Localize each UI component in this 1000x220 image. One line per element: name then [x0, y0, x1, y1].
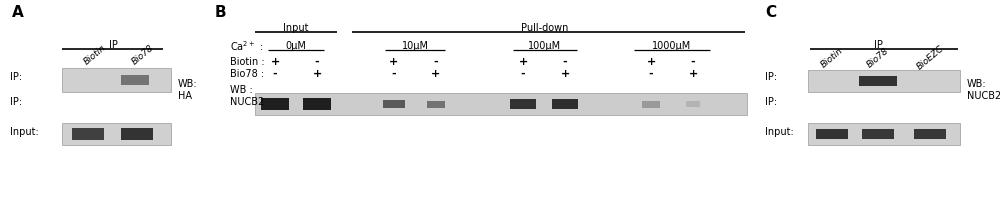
- Bar: [427, 101, 445, 108]
- Text: C: C: [765, 4, 776, 20]
- Bar: [77, 76, 99, 84]
- Text: Pull-down: Pull-down: [521, 23, 569, 33]
- Text: Biotin :: Biotin :: [230, 57, 265, 67]
- Bar: [552, 99, 578, 109]
- Text: -: -: [392, 69, 396, 79]
- Bar: [859, 76, 897, 86]
- Text: IP:: IP:: [10, 97, 22, 107]
- Text: NUCB2: NUCB2: [967, 91, 1000, 101]
- Text: +: +: [312, 69, 322, 79]
- Bar: [261, 98, 289, 110]
- Bar: [510, 99, 536, 109]
- Text: HA: HA: [178, 91, 192, 101]
- Text: -: -: [521, 69, 525, 79]
- Text: +: +: [431, 69, 441, 79]
- Text: -: -: [691, 57, 695, 67]
- Text: BioEZC: BioEZC: [915, 44, 945, 72]
- Text: IP: IP: [109, 40, 117, 50]
- Bar: [642, 101, 660, 108]
- Bar: [808, 70, 960, 92]
- Bar: [816, 129, 848, 139]
- Text: IP:: IP:: [765, 72, 777, 82]
- Text: 100μM: 100μM: [528, 41, 562, 51]
- Text: Bio78 :: Bio78 :: [230, 69, 264, 79]
- Text: WB:: WB:: [178, 79, 198, 89]
- Text: 0μM: 0μM: [286, 41, 306, 51]
- Text: +: +: [688, 69, 698, 79]
- Bar: [121, 128, 153, 140]
- Text: +: +: [646, 57, 656, 67]
- Text: B: B: [215, 4, 227, 20]
- Text: +: +: [270, 57, 280, 67]
- Bar: [62, 123, 171, 145]
- Text: -: -: [649, 69, 653, 79]
- Text: -: -: [434, 57, 438, 67]
- Bar: [62, 68, 171, 92]
- Bar: [255, 93, 747, 115]
- Bar: [808, 123, 960, 145]
- Bar: [303, 98, 331, 110]
- Text: Input: Input: [283, 23, 309, 33]
- Text: Biotin: Biotin: [819, 46, 845, 70]
- Text: +: +: [389, 57, 399, 67]
- Text: Biotin: Biotin: [82, 43, 108, 67]
- Text: Input:: Input:: [10, 127, 39, 137]
- Text: Ca$^{2+}$ :: Ca$^{2+}$ :: [230, 39, 263, 53]
- Bar: [72, 128, 104, 140]
- Bar: [862, 129, 894, 139]
- Bar: [686, 101, 700, 107]
- Text: +: +: [518, 57, 528, 67]
- Text: -: -: [315, 57, 319, 67]
- Text: +: +: [560, 69, 570, 79]
- Text: 10μM: 10μM: [402, 41, 428, 51]
- Text: Input:: Input:: [765, 127, 794, 137]
- Text: WB :: WB :: [230, 85, 253, 95]
- Text: NUCB2: NUCB2: [230, 97, 264, 107]
- Text: IP: IP: [874, 40, 882, 50]
- Text: 1000μM: 1000μM: [652, 41, 692, 51]
- Text: -: -: [563, 57, 567, 67]
- Text: Bio78: Bio78: [130, 43, 156, 67]
- Bar: [914, 129, 946, 139]
- Text: WB:: WB:: [967, 79, 987, 89]
- Text: A: A: [12, 4, 24, 20]
- Text: IP:: IP:: [10, 72, 22, 82]
- Bar: [121, 75, 149, 85]
- Text: IP:: IP:: [765, 97, 777, 107]
- Bar: [383, 100, 405, 108]
- Text: -: -: [273, 69, 277, 79]
- Text: Bio78: Bio78: [865, 46, 891, 70]
